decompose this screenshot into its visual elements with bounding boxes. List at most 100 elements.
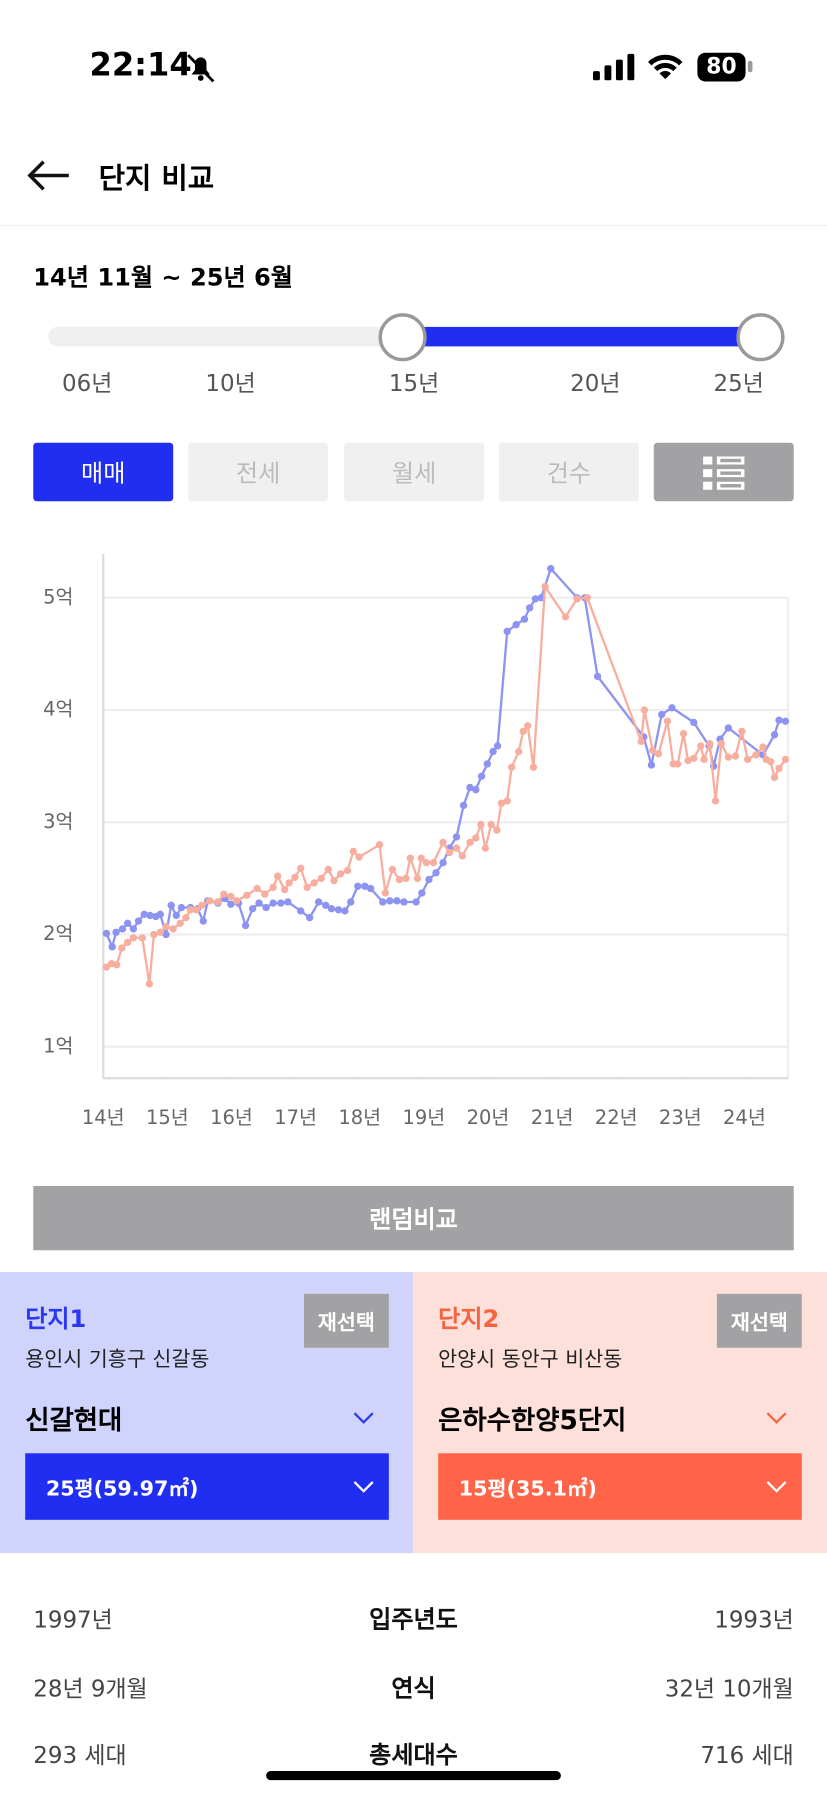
data-point <box>497 799 506 807</box>
data-point <box>172 911 180 920</box>
data-point <box>167 901 175 910</box>
data-point <box>375 841 384 849</box>
data-point <box>684 756 692 765</box>
data-point <box>519 727 527 736</box>
data-point <box>531 595 540 603</box>
data-point <box>220 890 228 898</box>
chevron <box>766 1412 787 1424</box>
data-point <box>418 889 426 897</box>
data-point <box>466 838 474 847</box>
slider-handle[interactable] <box>378 313 427 362</box>
complex-name[interactable]: 신갈현대 <box>25 1406 123 1437</box>
tab[interactable]: 건수 <box>498 442 639 502</box>
data-point <box>306 914 314 922</box>
data-point <box>439 838 447 847</box>
data-point <box>466 783 474 792</box>
value-right: 32년 10개월 <box>664 1674 794 1703</box>
data-point <box>493 826 501 834</box>
data-point <box>402 874 410 883</box>
data-point <box>261 890 269 898</box>
data-point <box>285 879 293 887</box>
data-point <box>113 961 121 969</box>
data-point <box>303 883 311 892</box>
data-point <box>162 930 170 939</box>
signal-icon <box>593 53 635 81</box>
chevron <box>353 1412 374 1424</box>
data-point <box>169 925 177 933</box>
data-point <box>487 820 495 829</box>
data-point <box>775 764 783 773</box>
data-point <box>406 854 415 862</box>
data-point <box>724 724 733 732</box>
complex-region: 용인시 기흥구 신갈동 <box>25 1347 210 1372</box>
data-point <box>637 737 645 746</box>
data-point <box>112 928 120 936</box>
y-tick-label: 1억 <box>43 1034 73 1057</box>
data-point <box>281 885 289 894</box>
data-point <box>690 718 698 727</box>
data-point <box>429 859 438 867</box>
battery: 80 <box>697 52 746 82</box>
data-point <box>284 898 292 906</box>
value-left: 1997년 <box>33 1605 113 1634</box>
data-point <box>520 615 529 623</box>
data-point <box>198 901 206 910</box>
complex-card: 단지2 재선택 안양시 동안구 비산동 은하수한양5단지 15평(35.1㎡) <box>412 1272 827 1554</box>
x-tick-label: 15년 <box>146 1106 189 1129</box>
slider-range <box>401 326 760 347</box>
data-point <box>731 752 740 760</box>
data-point <box>674 760 682 768</box>
data-point <box>162 922 170 931</box>
mute-icon <box>187 54 215 83</box>
data-point <box>227 892 235 901</box>
data-point <box>277 899 285 907</box>
tab[interactable]: 월세 <box>344 442 485 502</box>
data-point <box>422 859 431 867</box>
data-point <box>140 910 148 918</box>
data-point <box>269 883 277 892</box>
reselect-button[interactable]: 재선택 <box>716 1293 802 1348</box>
tab-active[interactable]: 매매 <box>33 442 174 502</box>
data-point <box>547 564 555 573</box>
data-point <box>743 755 752 764</box>
data-point <box>706 740 714 748</box>
data-point <box>343 866 352 875</box>
tab[interactable]: 전세 <box>188 442 329 502</box>
data-point <box>156 928 164 936</box>
wifi-icon <box>648 54 683 80</box>
reselect-button[interactable]: 재선택 <box>303 1293 389 1348</box>
data-point <box>658 710 666 719</box>
x-tick-label: 14년 <box>82 1106 125 1129</box>
data-point <box>381 889 390 897</box>
list-view-button[interactable] <box>653 442 794 502</box>
data-point <box>775 716 783 724</box>
data-point <box>322 901 330 910</box>
data-point <box>759 743 767 751</box>
value-left: 28년 9개월 <box>33 1674 148 1703</box>
data-point <box>243 891 251 899</box>
data-point <box>489 747 497 756</box>
data-point <box>334 906 343 914</box>
complex-card: 단지1 재선택 용인시 기흥구 신갈동 신갈현대 25평(59.97㎡) <box>0 1272 415 1554</box>
slider-handle[interactable] <box>736 313 785 362</box>
size-select[interactable]: 25평(59.97㎡) <box>25 1453 389 1520</box>
data-point <box>192 906 200 914</box>
back-button[interactable] <box>25 158 73 192</box>
slider-label: 20년 <box>570 369 621 397</box>
random-compare-button[interactable]: 랜덤비교 <box>33 1186 794 1251</box>
data-point <box>503 627 511 636</box>
data-point <box>341 907 349 915</box>
size-select[interactable]: 15평(35.1㎡) <box>438 1453 802 1520</box>
data-point <box>525 604 534 612</box>
data-point <box>123 919 132 927</box>
data-point <box>199 917 207 925</box>
data-point <box>393 897 401 905</box>
data-point <box>336 870 345 878</box>
battery-tip <box>747 60 753 73</box>
data-point <box>483 760 491 768</box>
home-indicator <box>266 1770 561 1781</box>
data-point <box>477 772 486 780</box>
data-point <box>232 897 241 905</box>
data-point <box>227 900 235 908</box>
complex-name[interactable]: 은하수한양5단지 <box>438 1406 627 1437</box>
